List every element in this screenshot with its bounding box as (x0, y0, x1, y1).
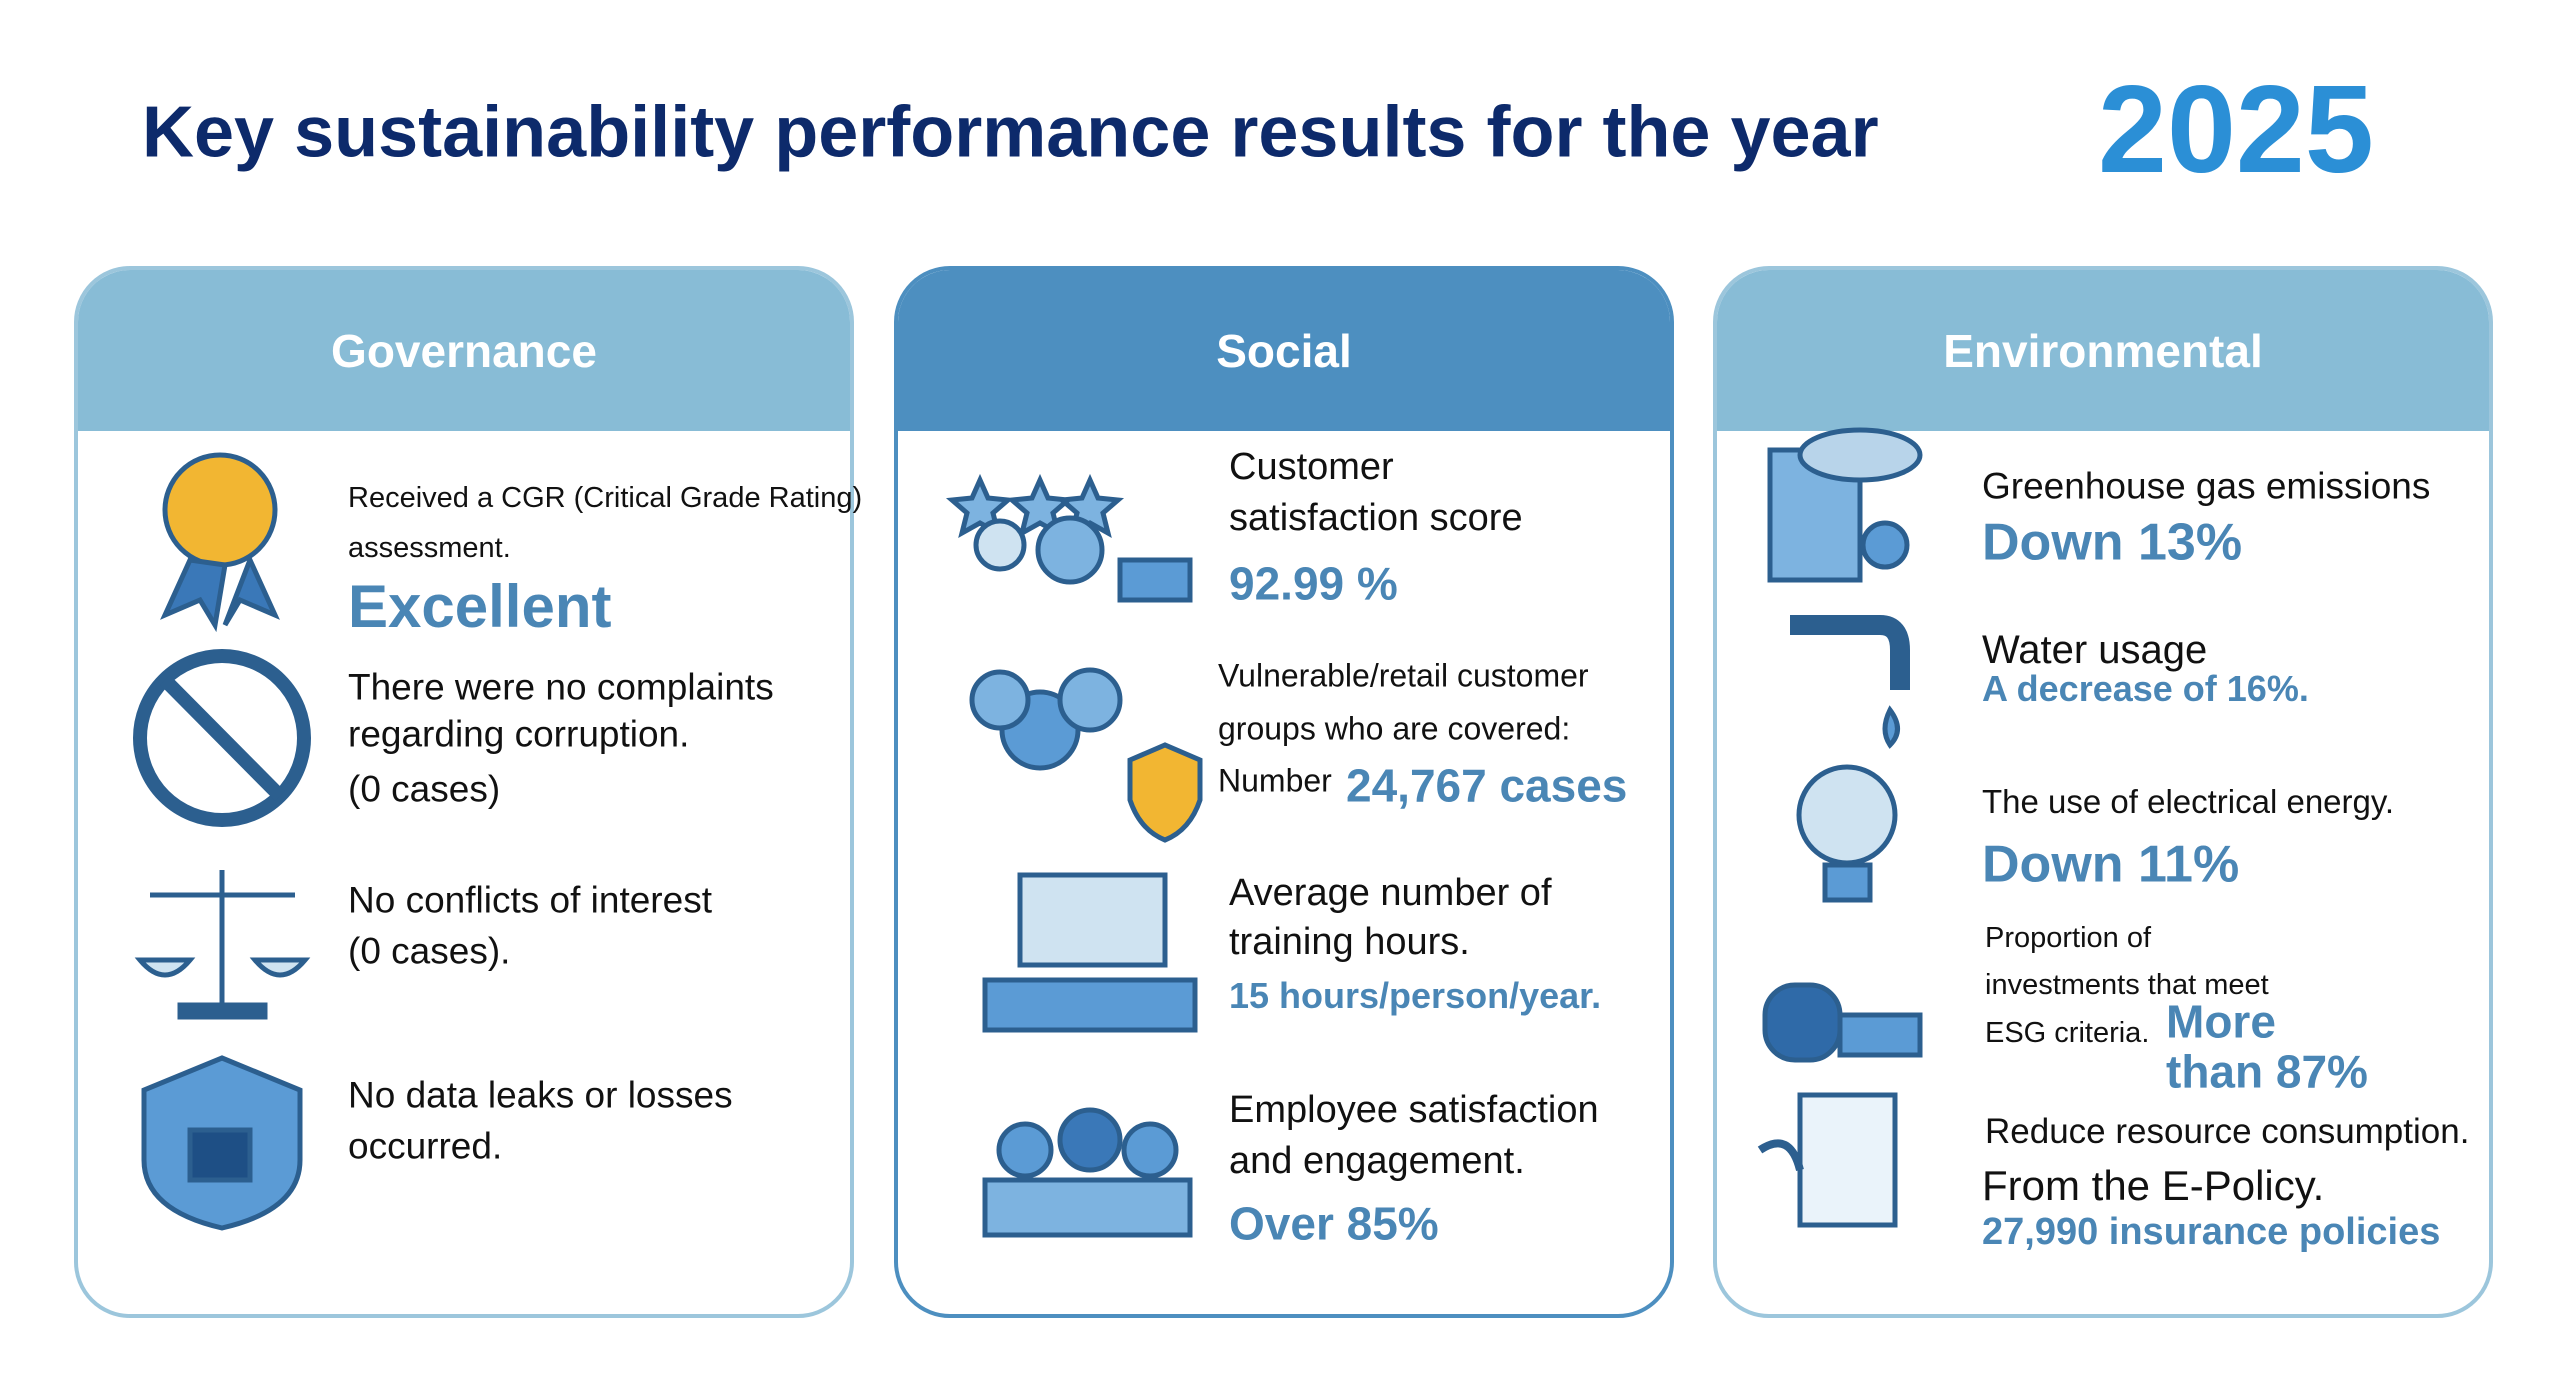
item-value: Down 11% (1982, 835, 2240, 894)
item-value: 15 hours/person/year. (1229, 975, 1602, 1017)
environmental-card: Environmental (1713, 266, 2493, 1318)
card-header: Environmental (1717, 270, 2489, 431)
item-text: investments that meet (1985, 969, 2269, 1002)
item-text: training hours. (1229, 921, 1470, 964)
item-value: Excellent (348, 573, 612, 640)
item-value: Over 85% (1229, 1197, 1439, 1250)
year: 2025 (2098, 60, 2374, 199)
item-text: ESG criteria. (1985, 1017, 2150, 1050)
item-text: groups who are covered: (1218, 710, 1571, 747)
item-text: Employee satisfaction (1229, 1089, 1599, 1132)
item-text: From the E-Policy. (1982, 1161, 2325, 1209)
item-text: Received a CGR (Critical Grade Rating) (348, 482, 863, 515)
title: Key sustainability performance results f… (142, 92, 1879, 173)
item-value: than 87% (2166, 1045, 2368, 1098)
item-text: The use of electrical energy. (1982, 782, 2395, 820)
item-text: and engagement. (1229, 1140, 1525, 1183)
item-text: No conflicts of interest (348, 879, 712, 921)
item-text: Average number of (1229, 872, 1552, 915)
card-header: Governance (78, 270, 850, 431)
item-text: Greenhouse gas emissions (1982, 465, 2431, 507)
item-text: regarding corruption. (348, 713, 690, 755)
item-value: A decrease of 16%. (1982, 668, 2309, 710)
item-text: occurred. (348, 1125, 503, 1167)
social-card: Social (894, 266, 1674, 1318)
governance-card: Governance (74, 266, 854, 1318)
item-text: satisfaction score (1229, 497, 1523, 540)
item-text: (0 cases) (348, 768, 501, 810)
item-text: (0 cases). (348, 930, 511, 972)
item-text: Vulnerable/retail customer (1218, 657, 1589, 694)
item-value: Down 13% (1982, 513, 2243, 572)
item-text: No data leaks or losses (348, 1074, 733, 1116)
item-text: Water usage (1982, 628, 2208, 672)
item-value: More (2166, 995, 2276, 1048)
item-text: There were no complaints (348, 666, 774, 708)
item-text: assessment. (348, 532, 511, 565)
item-value: 27,990 insurance policies (1982, 1211, 2441, 1254)
item-value: 24,767 cases (1346, 759, 1628, 812)
card-header: Social (898, 270, 1670, 431)
item-value: 92.99 % (1229, 557, 1398, 610)
item-text: Proportion of (1985, 922, 2152, 955)
item-text: Customer (1229, 446, 1394, 489)
item-text: Reduce resource consumption. (1985, 1111, 2470, 1151)
item-text: Number (1218, 762, 1332, 799)
